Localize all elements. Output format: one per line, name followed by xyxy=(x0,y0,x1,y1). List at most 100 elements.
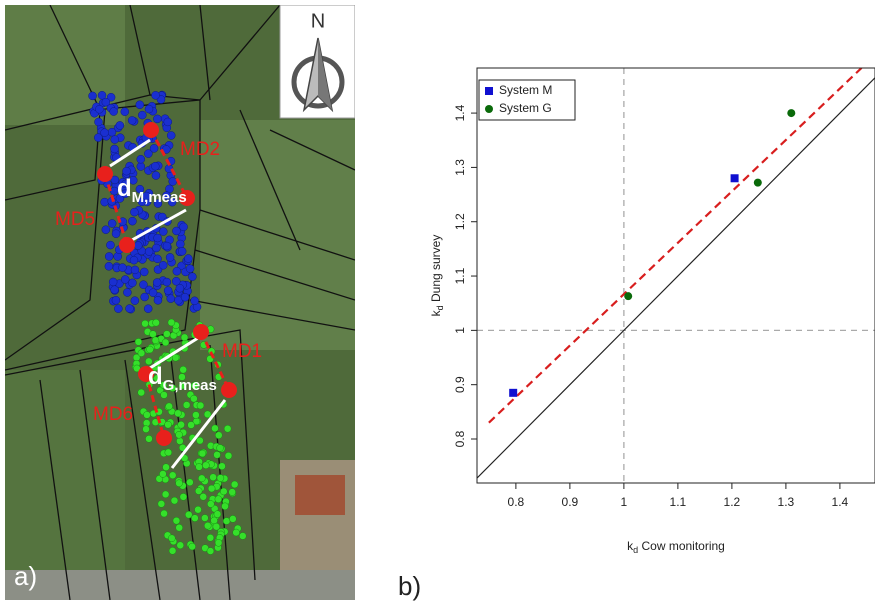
x-tick-label: 1 xyxy=(621,495,628,509)
legend-label: System M xyxy=(499,83,552,97)
dot xyxy=(168,384,177,392)
dot xyxy=(153,199,163,208)
label-rest: Cow monitoring xyxy=(638,539,725,553)
point xyxy=(624,292,633,301)
dot xyxy=(194,487,203,495)
dot xyxy=(176,437,184,445)
dot xyxy=(153,233,162,243)
dot xyxy=(142,191,151,201)
distance-label: dM,meas xyxy=(117,175,187,206)
dot xyxy=(203,410,212,419)
dot xyxy=(134,338,143,346)
axis-label: kd Cow monitoring xyxy=(627,539,725,555)
md-point xyxy=(138,366,154,382)
dot xyxy=(101,225,111,234)
dot xyxy=(179,365,187,374)
dot xyxy=(215,431,223,439)
map-label: MD2 xyxy=(180,139,220,160)
dot xyxy=(207,500,215,508)
dot xyxy=(214,495,223,503)
border xyxy=(124,359,161,600)
border xyxy=(129,5,151,96)
dot xyxy=(104,262,114,271)
dot xyxy=(130,296,140,305)
md-point xyxy=(156,430,172,446)
dot xyxy=(180,333,189,342)
dot xyxy=(162,277,172,287)
dot xyxy=(137,197,147,207)
dot xyxy=(135,184,145,194)
point xyxy=(485,87,493,95)
x-tick-label: 1.3 xyxy=(778,495,795,509)
dot xyxy=(216,444,224,452)
dot xyxy=(167,197,177,207)
dot xyxy=(229,515,237,523)
dot xyxy=(186,478,194,487)
dot xyxy=(100,128,109,137)
dot xyxy=(172,226,181,236)
point xyxy=(485,105,493,113)
dot xyxy=(188,272,197,281)
dot xyxy=(159,381,168,389)
dot xyxy=(232,528,240,537)
dot xyxy=(188,542,196,551)
dot xyxy=(210,516,218,525)
plot: 0.8 0.9 1 1.1 1.2 1.3 1.40.80.911.11.21.31.4kd… xyxy=(429,67,875,555)
dot xyxy=(145,357,153,366)
dot xyxy=(179,222,188,232)
dot xyxy=(144,104,154,114)
dot xyxy=(151,336,160,345)
panel-label: a) xyxy=(14,561,37,591)
dot xyxy=(97,91,107,100)
dot xyxy=(114,304,123,313)
dot xyxy=(151,161,160,171)
dot xyxy=(110,144,119,154)
dot xyxy=(167,318,176,327)
dot xyxy=(214,539,223,547)
dot xyxy=(144,149,153,158)
dot xyxy=(172,277,181,286)
dot xyxy=(110,285,119,294)
sub: G,meas xyxy=(163,377,217,394)
legend: System M System G xyxy=(478,79,576,121)
dot xyxy=(151,91,160,100)
dot xyxy=(123,288,132,297)
dot xyxy=(152,318,160,327)
dot xyxy=(111,229,121,238)
distance-label: dG,meas xyxy=(148,363,217,394)
dot xyxy=(160,391,168,399)
dot xyxy=(159,470,167,478)
legend-label: System G xyxy=(499,101,552,115)
dot xyxy=(212,522,221,531)
d: d xyxy=(117,175,132,202)
distance-line xyxy=(149,336,199,370)
border xyxy=(5,329,256,581)
point xyxy=(753,178,762,187)
panel-label: b) xyxy=(398,571,421,601)
label-sub: d xyxy=(435,305,445,310)
dot xyxy=(148,288,158,297)
dot xyxy=(172,516,181,525)
dot xyxy=(201,514,209,522)
dot xyxy=(145,435,153,443)
distance-line xyxy=(109,138,151,168)
dot xyxy=(118,263,127,272)
dot xyxy=(129,255,139,265)
dot xyxy=(203,521,212,530)
x-tick-label: 1.1 xyxy=(670,495,687,509)
dot xyxy=(175,523,183,532)
dot xyxy=(168,177,177,186)
dot xyxy=(137,388,145,397)
label-sub: d xyxy=(633,545,638,555)
dot xyxy=(135,100,145,110)
dot xyxy=(139,280,148,289)
dot xyxy=(152,243,161,253)
north: N xyxy=(311,10,325,32)
dot xyxy=(143,411,151,419)
dot xyxy=(136,162,146,171)
dot xyxy=(158,261,168,270)
red-lines xyxy=(103,129,231,439)
dot xyxy=(170,496,179,505)
dot xyxy=(162,241,172,251)
